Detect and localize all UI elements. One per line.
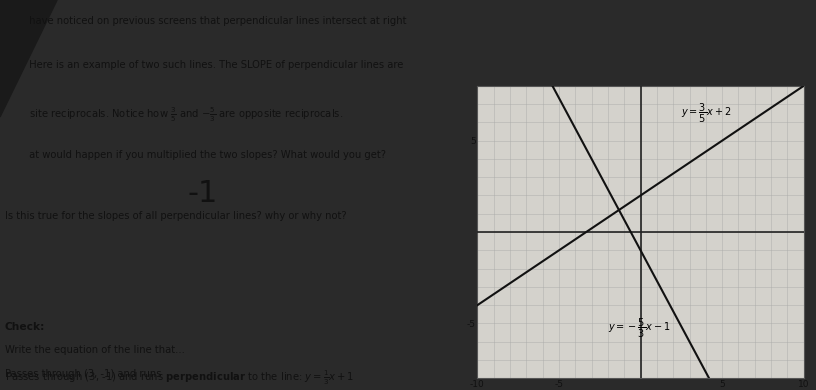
Text: Is this true for the slopes of all perpendicular lines? why or why not?: Is this true for the slopes of all perpe… — [5, 211, 347, 221]
Text: at would happen if you multiplied the two slopes? What would you get?: at would happen if you multiplied the tw… — [26, 150, 387, 160]
Text: $y=\dfrac{3}{5}x+2$: $y=\dfrac{3}{5}x+2$ — [681, 102, 732, 125]
Text: site reciprocals. Notice how $\frac{3}{5}$ and $-\frac{5}{3}$ are opposite recip: site reciprocals. Notice how $\frac{3}{5… — [26, 105, 344, 124]
Text: Passes through (3, -1) and runs: Passes through (3, -1) and runs — [5, 369, 165, 379]
Polygon shape — [0, 0, 57, 117]
Text: Write the equation of the line that...: Write the equation of the line that... — [5, 345, 184, 355]
Text: have noticed on previous screens that perpendicular lines intersect at right: have noticed on previous screens that pe… — [26, 16, 407, 26]
Text: Here is an example of two such lines. The SLOPE of perpendicular lines are: Here is an example of two such lines. Th… — [26, 60, 404, 71]
Text: -1: -1 — [187, 179, 217, 208]
Text: Check:: Check: — [5, 322, 45, 332]
Text: $y=-\dfrac{5}{3}x-1$: $y=-\dfrac{5}{3}x-1$ — [608, 317, 670, 340]
Text: Passes through (3, -1) and runs $\mathbf{perpendicular}$ to the line: $y=\frac{1: Passes through (3, -1) and runs $\mathbf… — [5, 369, 354, 387]
